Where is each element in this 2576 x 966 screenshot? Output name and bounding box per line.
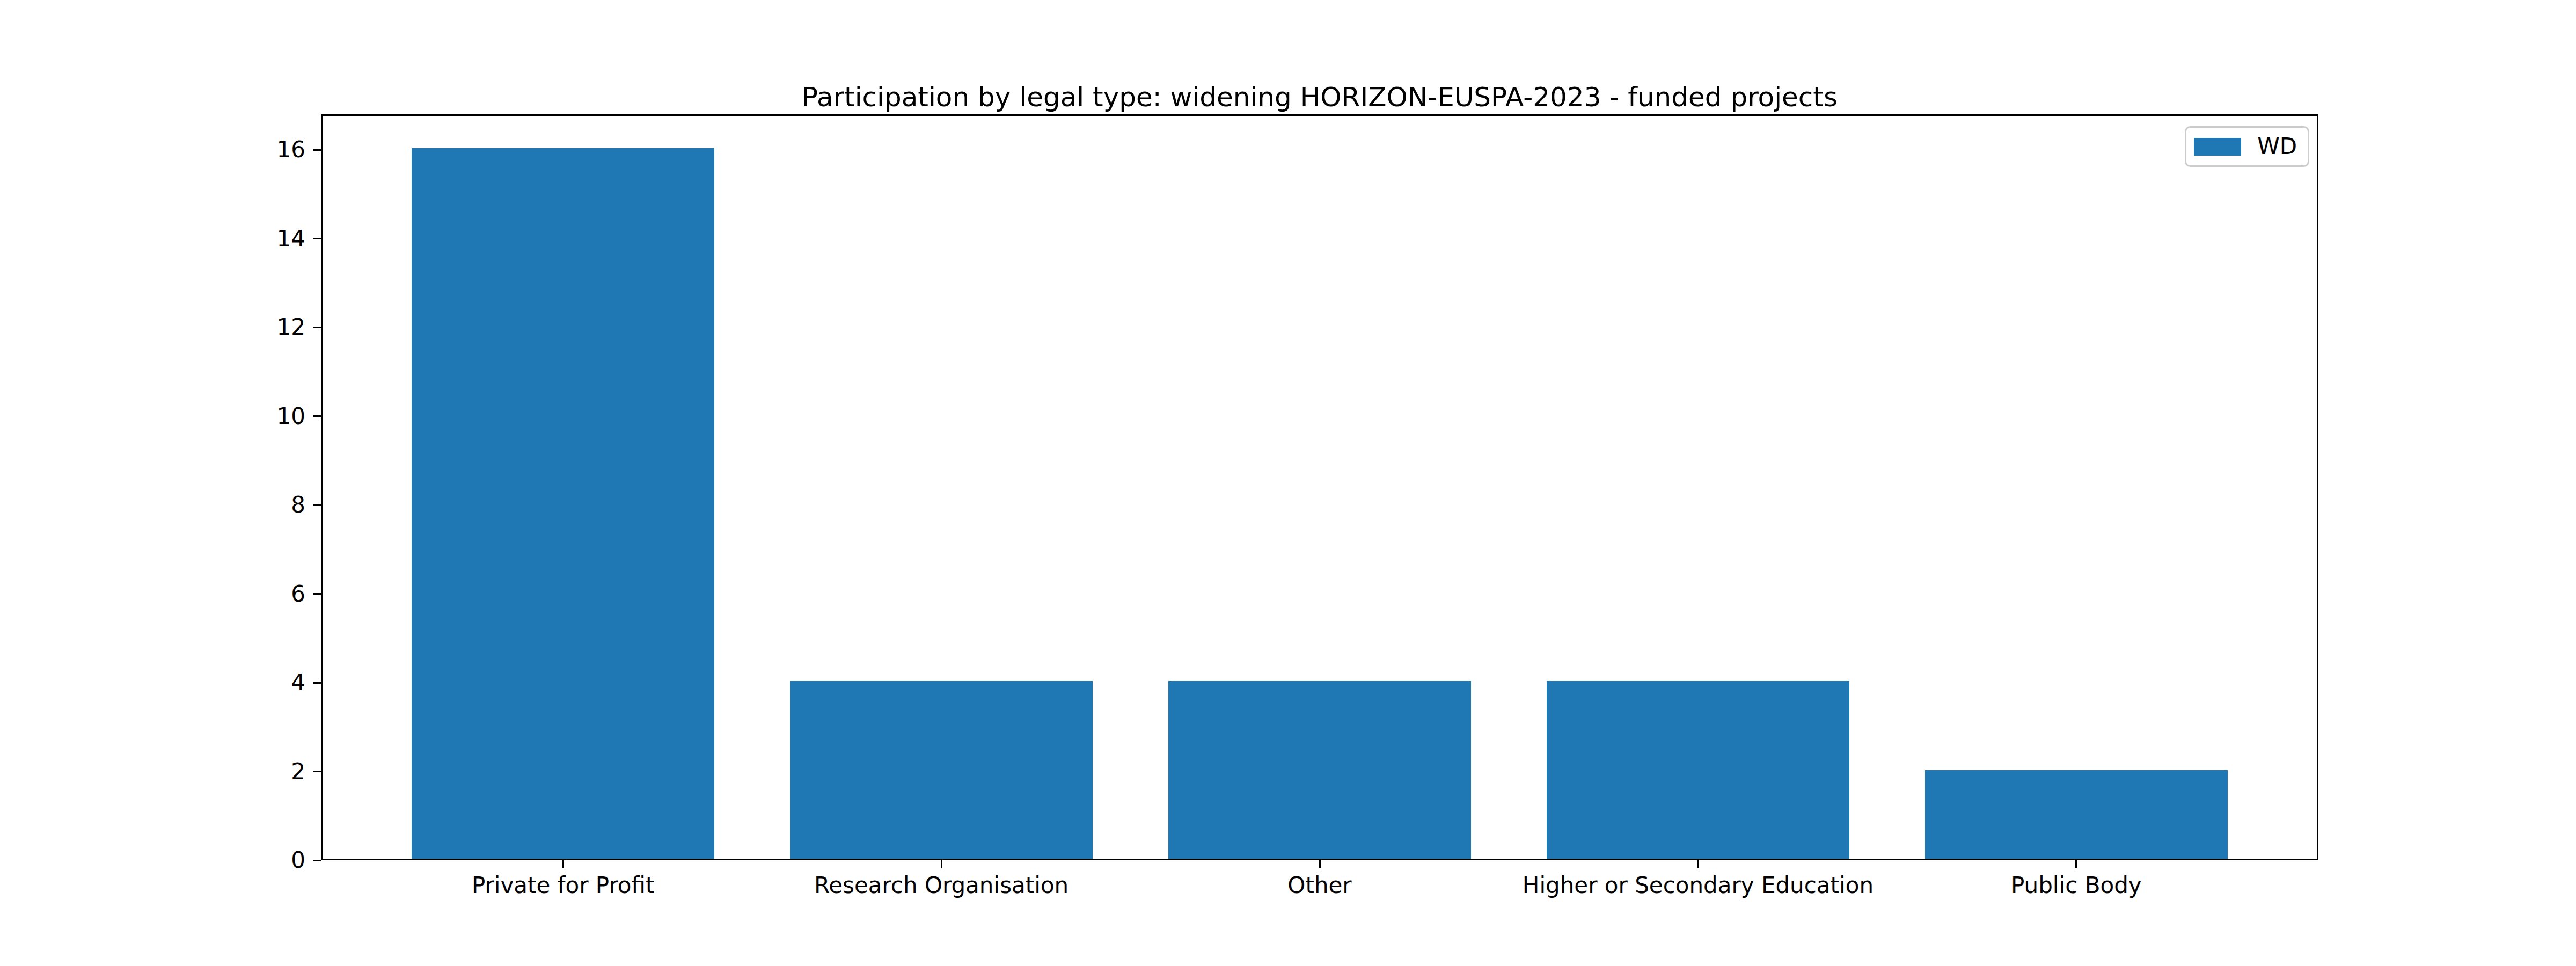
legend-swatch-wd [2194, 138, 2241, 156]
y-tick-mark [313, 682, 321, 684]
y-tick-mark [313, 149, 321, 151]
x-tick-mark [941, 860, 942, 868]
chart-title: Participation by legal type: widening HO… [321, 80, 2318, 114]
bar-other [1168, 681, 1471, 859]
x-tick-mark [562, 860, 564, 868]
y-tick-mark [313, 860, 321, 861]
bar-research-organisation [790, 681, 1093, 859]
legend: WD [2185, 126, 2309, 167]
bar-private-for-profit [412, 148, 714, 859]
y-tick-mark [313, 238, 321, 239]
bar-higher-or-secondary-education [1547, 681, 1849, 859]
y-tick-label: 8 [198, 494, 305, 516]
y-tick-mark [313, 327, 321, 328]
y-tick-label: 10 [198, 405, 305, 428]
y-tick-label: 4 [198, 671, 305, 694]
y-tick-label: 14 [198, 228, 305, 250]
y-tick-label: 12 [198, 316, 305, 339]
bar-public-body [1925, 770, 2228, 859]
y-tick-mark [313, 593, 321, 595]
bar-chart-figure: Participation by legal type: widening HO… [0, 0, 2576, 966]
x-tick-mark [1319, 860, 1321, 868]
y-tick-label: 16 [198, 138, 305, 161]
x-tick-mark [2075, 860, 2077, 868]
y-tick-label: 6 [198, 583, 305, 605]
plot-area: WD [321, 114, 2318, 860]
y-tick-mark [313, 415, 321, 417]
y-tick-mark [313, 504, 321, 506]
y-tick-mark [313, 771, 321, 772]
y-tick-label: 2 [198, 760, 305, 783]
x-tick-label-public-body: Public Body [1835, 872, 2318, 899]
legend-label-wd: WD [2257, 135, 2297, 158]
y-tick-label: 0 [198, 849, 305, 872]
x-tick-mark [1697, 860, 1699, 868]
